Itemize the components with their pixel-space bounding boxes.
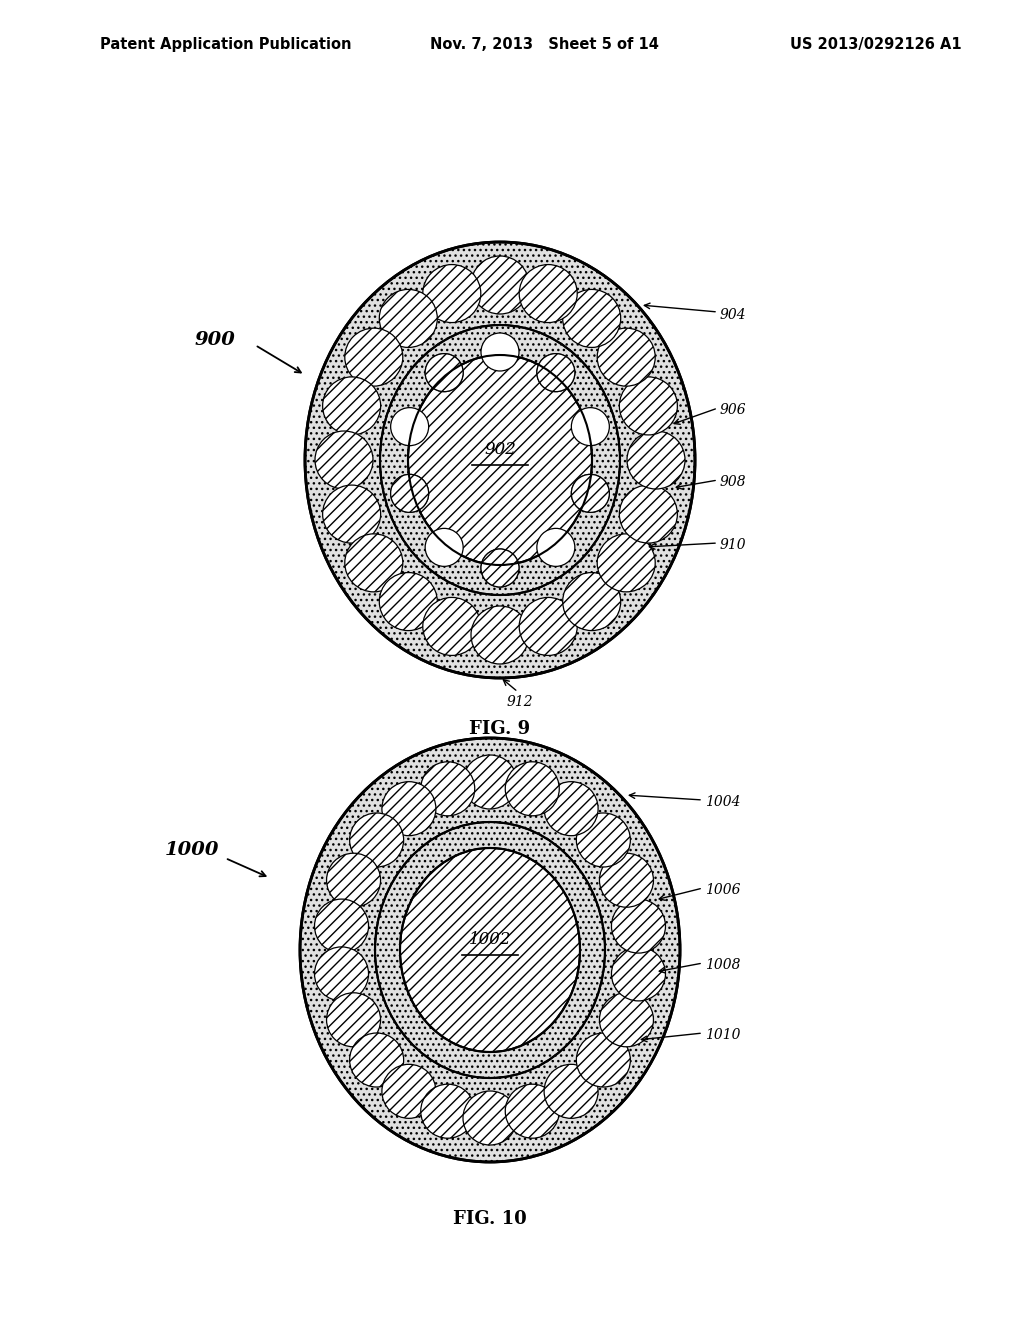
Circle shape [314,899,369,953]
Circle shape [519,264,578,322]
Circle shape [471,256,529,314]
Circle shape [425,528,463,566]
Text: 1004: 1004 [705,795,740,809]
Ellipse shape [400,847,580,1052]
Circle shape [323,484,381,543]
Circle shape [537,528,574,566]
Text: 1000: 1000 [165,841,219,859]
Text: 902: 902 [484,441,516,458]
Text: Patent Application Publication: Patent Application Publication [100,37,351,51]
Circle shape [390,474,429,512]
Circle shape [421,1084,475,1138]
Circle shape [327,993,381,1047]
Circle shape [345,329,402,387]
Ellipse shape [300,738,680,1162]
Circle shape [390,474,429,512]
Circle shape [379,573,437,631]
Circle shape [382,781,436,836]
Circle shape [481,333,519,371]
Circle shape [379,289,437,347]
Text: 900: 900 [195,331,236,348]
Text: 1006: 1006 [705,883,740,898]
Circle shape [471,606,529,664]
Text: 908: 908 [720,475,746,488]
Circle shape [611,946,666,1001]
Circle shape [425,354,463,392]
Text: Nov. 7, 2013   Sheet 5 of 14: Nov. 7, 2013 Sheet 5 of 14 [430,37,658,51]
Circle shape [577,1034,631,1086]
Text: FIG. 9: FIG. 9 [469,719,530,738]
Circle shape [597,533,655,591]
Circle shape [463,755,517,809]
Circle shape [577,813,631,867]
Circle shape [423,264,481,322]
Circle shape [563,289,621,347]
Text: 1010: 1010 [705,1028,740,1041]
Circle shape [627,432,685,488]
Circle shape [571,408,609,446]
Circle shape [571,474,609,512]
Circle shape [597,329,655,387]
Ellipse shape [408,355,592,565]
Text: US 2013/0292126 A1: US 2013/0292126 A1 [790,37,962,51]
Circle shape [463,1092,517,1144]
Circle shape [505,762,559,816]
Circle shape [599,853,653,907]
Text: FIG. 10: FIG. 10 [454,1210,527,1228]
Circle shape [423,598,481,656]
Circle shape [323,378,381,434]
Circle shape [544,781,598,836]
Circle shape [382,1064,436,1118]
Text: 912: 912 [507,696,534,709]
Circle shape [599,993,653,1047]
Circle shape [571,474,609,512]
Circle shape [425,354,463,392]
Circle shape [505,1084,559,1138]
Circle shape [421,762,475,816]
Text: 910: 910 [720,539,746,552]
Circle shape [327,853,381,907]
Circle shape [519,598,578,656]
Circle shape [390,408,429,446]
Ellipse shape [305,242,695,678]
Circle shape [481,549,519,587]
Circle shape [345,533,402,591]
Circle shape [563,573,621,631]
Circle shape [537,354,574,392]
Text: 1008: 1008 [705,958,740,972]
Ellipse shape [375,822,605,1078]
Circle shape [349,813,403,867]
Circle shape [620,484,677,543]
Circle shape [349,1034,403,1086]
Text: 906: 906 [720,403,746,417]
Circle shape [537,354,574,392]
Ellipse shape [380,325,620,595]
Circle shape [314,946,369,1001]
Circle shape [315,432,373,488]
Circle shape [544,1064,598,1118]
Circle shape [620,378,677,434]
Text: 1002: 1002 [469,932,511,949]
Text: 904: 904 [720,308,746,322]
Circle shape [481,549,519,587]
Circle shape [611,899,666,953]
